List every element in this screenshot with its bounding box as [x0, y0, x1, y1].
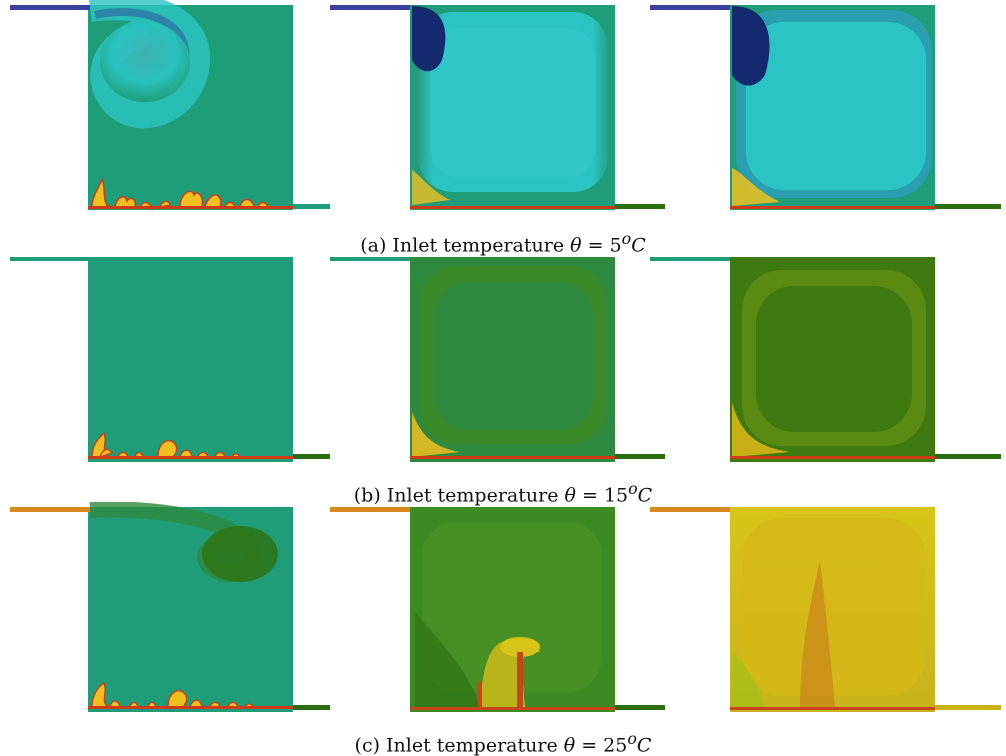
- caption-b-eq: = 15: [575, 484, 629, 507]
- caption-c: (c) Inlet temperature θ = 25oC: [0, 728, 1006, 756]
- row-b-frame-2: [330, 252, 670, 467]
- caption-a-sup: o: [621, 229, 632, 248]
- row-c-frame-3: [650, 502, 1006, 717]
- row-c-frame-1: [0, 502, 335, 717]
- caption-b-unit: C: [637, 484, 653, 507]
- row-b-frame-1: [0, 252, 335, 467]
- row-c-frame-2: [330, 502, 670, 717]
- caption-c-symbol: θ: [563, 734, 576, 756]
- caption-a-unit: C: [631, 234, 646, 257]
- caption-b-symbol: θ: [564, 484, 576, 507]
- caption-c-unit: C: [636, 734, 652, 756]
- caption-c-sup: o: [627, 729, 637, 748]
- caption-a-prefix: (a) Inlet temperature: [360, 234, 565, 257]
- row-a-frame-3: [650, 0, 1006, 215]
- row-a-frame-2: [330, 0, 670, 215]
- row-a-frame-1: [0, 0, 335, 215]
- row-b-frame-3: [650, 252, 1006, 467]
- caption-c-eq: = 25: [575, 734, 628, 756]
- caption-a: (a) Inlet temperature θ = 5oC: [0, 228, 1006, 256]
- caption-b-prefix: (b) Inlet temperature: [353, 484, 559, 507]
- caption-b: (b) Inlet temperature θ = 15oC: [0, 478, 1006, 506]
- caption-a-symbol: θ: [570, 234, 582, 257]
- caption-a-eq: = 5: [581, 234, 622, 257]
- caption-c-prefix: (c) Inlet temperature: [354, 734, 558, 756]
- caption-b-sup: o: [628, 479, 638, 498]
